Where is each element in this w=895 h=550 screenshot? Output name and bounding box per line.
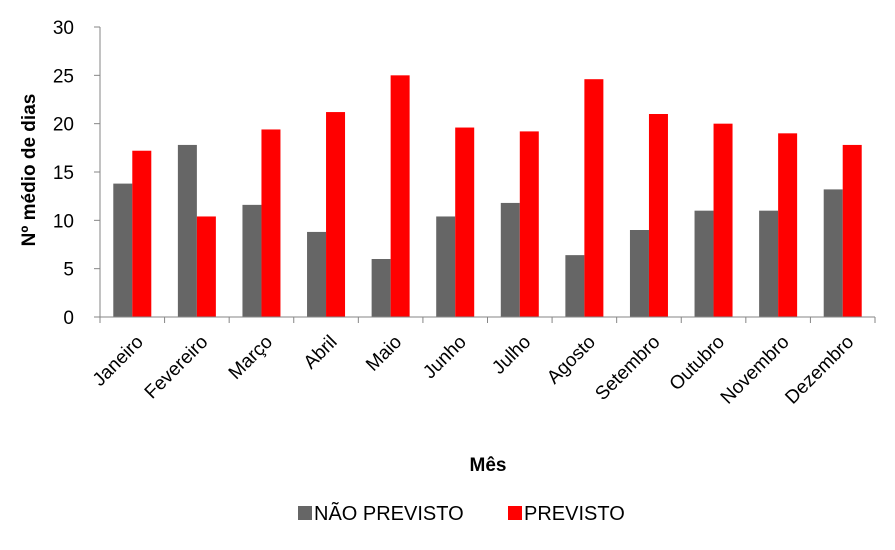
bar-previsto-5 bbox=[390, 75, 410, 317]
bar-nao-previsto-12 bbox=[823, 189, 843, 317]
y-tick-label: 5 bbox=[63, 260, 74, 281]
bars-layer bbox=[113, 75, 862, 318]
legend-swatch-previsto bbox=[508, 506, 522, 520]
bar-previsto-4 bbox=[326, 112, 346, 317]
y-tick-label: 10 bbox=[53, 211, 74, 232]
x-tick-label: Fevereiro bbox=[141, 332, 213, 404]
bar-nao-previsto-10 bbox=[694, 210, 714, 317]
bar-previsto-2 bbox=[196, 216, 216, 317]
bar-nao-previsto-9 bbox=[629, 230, 649, 317]
x-tick-label: Junho bbox=[419, 332, 470, 383]
bar-previsto-7 bbox=[519, 131, 539, 317]
bar-previsto-10 bbox=[713, 123, 733, 318]
x-tick-label: Abril bbox=[300, 332, 342, 374]
legend-label-nao-previsto: NÃO PREVISTO bbox=[314, 501, 464, 525]
legend-label-previsto: PREVISTO bbox=[524, 503, 625, 525]
bar-nao-previsto-1 bbox=[113, 183, 133, 317]
y-tick-label: 20 bbox=[53, 115, 74, 136]
x-axis-title: Mês bbox=[470, 455, 507, 476]
y-tick-label: 30 bbox=[53, 18, 74, 39]
x-tick-label: Maio bbox=[362, 332, 406, 376]
x-tick-label: Outubro bbox=[666, 332, 729, 395]
bar-nao-previsto-3 bbox=[242, 204, 262, 317]
y-tick-label: 15 bbox=[53, 163, 74, 184]
legend-swatch-nao-previsto bbox=[298, 506, 312, 520]
x-tick-label: Dezembro bbox=[781, 332, 858, 409]
bar-previsto-12 bbox=[842, 144, 862, 317]
bar-nao-previsto-4 bbox=[307, 231, 327, 317]
bar-previsto-8 bbox=[584, 79, 604, 317]
x-tick-label: Março bbox=[225, 332, 277, 384]
bar-nao-previsto-11 bbox=[759, 210, 779, 317]
x-tick-label: Julho bbox=[488, 332, 535, 379]
legend: NÃO PREVISTO PREVISTO bbox=[298, 501, 625, 525]
x-tick-label: Agosto bbox=[543, 332, 600, 389]
y-axis-title: Nº médio de dias bbox=[19, 94, 40, 247]
axes-layer bbox=[94, 26, 876, 323]
bar-nao-previsto-7 bbox=[500, 202, 520, 317]
bar-previsto-9 bbox=[648, 114, 668, 317]
bar-previsto-6 bbox=[455, 127, 475, 318]
x-tick-label: Novembro bbox=[717, 332, 794, 409]
bar-nao-previsto-5 bbox=[371, 259, 391, 317]
bar-previsto-11 bbox=[778, 133, 798, 317]
bar-nao-previsto-6 bbox=[436, 216, 456, 317]
bar-nao-previsto-2 bbox=[177, 144, 197, 317]
bar-previsto-1 bbox=[132, 150, 152, 317]
bar-nao-previsto-8 bbox=[565, 255, 585, 317]
bar-previsto-3 bbox=[261, 129, 281, 317]
x-tick-label: Setembro bbox=[591, 332, 664, 405]
y-tick-label: 0 bbox=[63, 308, 74, 329]
x-tick-label: Janeiro bbox=[89, 332, 148, 391]
y-tick-label: 25 bbox=[53, 66, 74, 87]
